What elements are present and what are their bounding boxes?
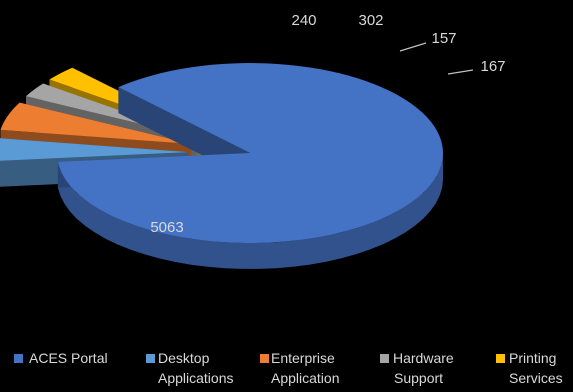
slice-top-desktop-applications xyxy=(0,138,189,161)
legend-swatch-hardware-support xyxy=(380,354,389,363)
pie-chart: 5063 240 302 157 167 xyxy=(0,12,506,269)
data-label-printing-services: 167 xyxy=(480,58,505,75)
legend-swatch-enterprise-application xyxy=(260,354,269,363)
slice-top-enterprise-application xyxy=(0,102,192,144)
slice-aces-portal xyxy=(57,63,444,269)
leader-line-printing-services xyxy=(447,69,474,75)
leader-line-hardware-support xyxy=(399,42,427,52)
legend-swatch-desktop-applications xyxy=(146,354,155,363)
slice-side-aces-portal xyxy=(57,153,444,269)
legend-label-aces-portal: ACES Portal xyxy=(29,350,108,366)
legend-label-enterprise-application: Enterprise Application xyxy=(271,350,340,386)
legend-swatch-printing-services xyxy=(496,354,505,363)
legend-label-printing-services: Printing Services xyxy=(509,350,563,386)
data-label-desktop-applications: 240 xyxy=(291,12,316,29)
data-label-aces-portal: 5063 xyxy=(150,219,183,236)
chart-legend: ACES Portal Desktop Applications Enterpr… xyxy=(0,341,573,392)
legend-swatch-aces-portal xyxy=(14,354,23,363)
legend-label-hardware-support: Hardware Support xyxy=(393,350,454,386)
data-label-hardware-support: 157 xyxy=(431,30,456,47)
data-label-enterprise-application: 302 xyxy=(358,12,383,29)
legend-label-desktop-applications: Desktop Applications xyxy=(158,350,234,386)
slice-top-aces-portal xyxy=(57,63,443,244)
